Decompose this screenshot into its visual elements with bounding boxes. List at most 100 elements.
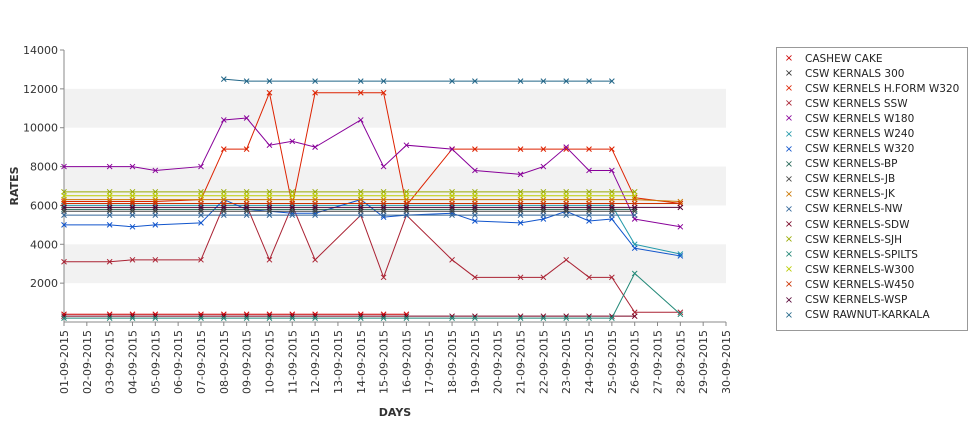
data-point [403, 315, 410, 321]
x-axis-title: DAYS [379, 406, 412, 419]
x-tick-label: 30-09-2015 [720, 330, 733, 394]
data-point [243, 212, 250, 218]
legend-marker-icon: × [784, 188, 794, 200]
grid-bands [64, 88, 726, 284]
legend-marker-icon: × [784, 173, 794, 185]
legend-label: CSW KERNELS-SPILTS [805, 248, 918, 261]
data-point [586, 204, 592, 211]
legend-label: CSW KERNELS-WSP [805, 294, 908, 307]
x-tick-label: 28-09-2015 [674, 330, 687, 394]
series-csw-kernels-w300 [61, 192, 638, 199]
legend-label: CSW RAWNUT-KARKALA [805, 309, 930, 322]
data-point [449, 78, 455, 84]
data-point [289, 192, 296, 199]
x-tick-label: 22-09-2015 [537, 330, 550, 394]
data-point [289, 212, 296, 218]
data-point [243, 115, 250, 121]
data-point [289, 204, 296, 211]
legend-list: × CASHEW CAKE × CSW KERNALS 300 × CSW KERNELS… [777, 51, 967, 323]
data-point [357, 315, 364, 321]
x-tick-label: 17-09-2015 [423, 330, 436, 394]
legend-marker-icon: × [784, 264, 794, 276]
data-point [357, 212, 364, 218]
data-point [220, 146, 227, 152]
data-point [198, 163, 204, 170]
data-point [380, 163, 387, 170]
data-point [403, 204, 410, 211]
legend-item: × CASHEW CAKE [777, 51, 967, 66]
data-point [449, 204, 455, 211]
legend-item: × CSW KERNELS W320 [777, 142, 967, 157]
data-point [540, 204, 547, 211]
data-point [631, 212, 638, 218]
legend-label: CSW KERNELS W320 [805, 143, 915, 156]
series-line [64, 204, 681, 313]
data-point [472, 192, 478, 199]
legend-marker-icon: × [784, 309, 794, 321]
data-point [677, 223, 684, 230]
data-point [129, 256, 136, 263]
data-point [243, 192, 250, 199]
grid-band [64, 244, 726, 284]
legend-item: × CSW KERNELS-W300 [777, 262, 967, 277]
legend-label: CSW KERNELS-SJH [805, 233, 902, 246]
data-point [472, 218, 478, 224]
data-point [472, 274, 478, 281]
data-point [357, 192, 364, 199]
data-point [540, 78, 547, 84]
data-point [403, 212, 410, 218]
y-tick-label: 12000 [23, 83, 58, 96]
x-tick-label: 03-09-2015 [104, 330, 117, 394]
x-tick-label: 26-09-2015 [629, 330, 642, 394]
x-tick-label: 04-09-2015 [126, 330, 139, 394]
series-line [64, 272, 681, 319]
data-point [517, 192, 524, 199]
legend-item: × CSW KERNELS-NW [777, 202, 967, 217]
data-point [677, 311, 684, 318]
data-point [563, 78, 570, 84]
data-point [289, 138, 296, 145]
legend-label: CSW KERNELS-NW [805, 203, 903, 216]
legend-label: CSW KERNALS 300 [805, 67, 905, 80]
data-point [609, 212, 615, 218]
x-tick-label: 14-09-2015 [355, 330, 368, 394]
legend-item: × CSW RAWNUT-KARKALA [777, 308, 967, 323]
data-point [357, 78, 364, 84]
data-point [380, 78, 387, 84]
data-point [266, 78, 273, 84]
data-point [61, 315, 67, 321]
data-point [540, 192, 547, 199]
data-point [586, 315, 592, 321]
data-point [380, 315, 387, 321]
data-point [609, 78, 615, 84]
legend-item: × CSW KERNELS-JK [777, 187, 967, 202]
data-point [472, 315, 478, 321]
data-point [61, 212, 67, 218]
data-point [106, 212, 113, 218]
x-tick-label: 27-09-2015 [652, 330, 665, 394]
data-point [609, 192, 615, 199]
data-point [540, 163, 547, 170]
x-tick-label: 05-09-2015 [149, 330, 162, 394]
data-point [220, 192, 227, 199]
data-point [312, 212, 318, 218]
data-point [586, 212, 592, 218]
legend-marker-icon: × [784, 143, 794, 155]
legend-item: × CSW KERNELS-SPILTS [777, 247, 967, 262]
data-point [152, 256, 159, 263]
series-line [64, 199, 681, 203]
legend-label: CSW KERNELS W180 [805, 112, 915, 125]
legend-marker-icon: × [784, 294, 794, 306]
x-tick-label: 09-09-2015 [241, 330, 254, 394]
data-point [198, 315, 204, 321]
legend-item: × CSW KERNELS-JB [777, 172, 967, 187]
data-point [563, 212, 570, 218]
x-tick-label: 16-09-2015 [400, 330, 413, 394]
legend-marker-icon: × [784, 234, 794, 246]
data-point [449, 315, 455, 321]
data-point [312, 144, 318, 150]
data-point [517, 274, 524, 281]
x-tick-label: 15-09-2015 [378, 330, 391, 394]
data-point [106, 192, 113, 199]
